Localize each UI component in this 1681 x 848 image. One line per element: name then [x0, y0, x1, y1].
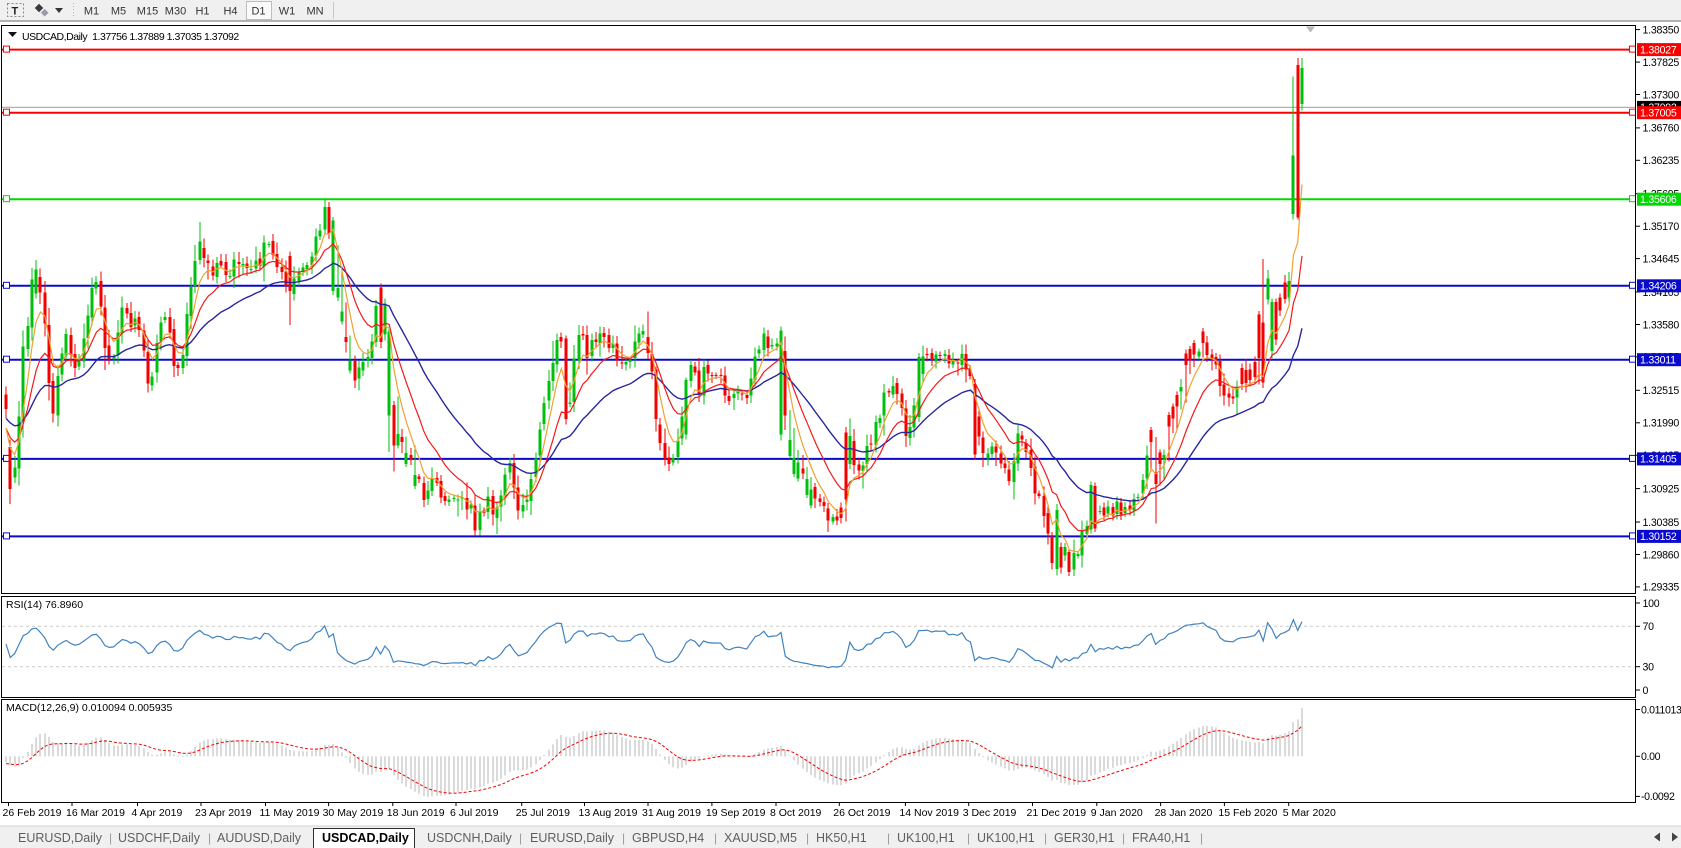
svg-text:GER30,H1: GER30,H1	[1054, 831, 1114, 845]
svg-text:1.29860: 1.29860	[1643, 549, 1680, 561]
svg-text:FRA40,H1: FRA40,H1	[1132, 831, 1190, 845]
svg-text:3 Dec 2019: 3 Dec 2019	[963, 807, 1017, 819]
svg-text:31 Aug 2019: 31 Aug 2019	[642, 807, 701, 819]
svg-text:0: 0	[1643, 685, 1649, 697]
svg-text:1.37300: 1.37300	[1643, 89, 1680, 101]
svg-text:30: 30	[1643, 662, 1655, 674]
svg-text:H1: H1	[195, 6, 209, 18]
svg-text:21 Dec 2019: 21 Dec 2019	[1027, 807, 1087, 819]
svg-text:USDCAD,Daily: USDCAD,Daily	[322, 831, 409, 845]
svg-text:1.34206: 1.34206	[1640, 281, 1677, 293]
svg-text:M5: M5	[111, 6, 126, 18]
svg-text:1.30925: 1.30925	[1643, 483, 1680, 495]
svg-text:1.30385: 1.30385	[1643, 517, 1680, 529]
svg-text:28 Jan 2020: 28 Jan 2020	[1155, 807, 1213, 819]
svg-text:M1: M1	[84, 6, 99, 18]
svg-text:RSI(14) 76.8960: RSI(14) 76.8960	[6, 599, 83, 611]
svg-text:26 Oct 2019: 26 Oct 2019	[833, 807, 890, 819]
svg-text:|: |	[519, 831, 522, 845]
svg-text:D1: D1	[251, 6, 265, 18]
svg-text:USDCNH,Daily: USDCNH,Daily	[427, 831, 512, 845]
svg-text:AUDUSD,Daily: AUDUSD,Daily	[217, 831, 302, 845]
svg-text:1.36235: 1.36235	[1643, 155, 1680, 167]
svg-text:1.31405: 1.31405	[1640, 454, 1677, 466]
svg-text:M30: M30	[165, 6, 186, 18]
svg-text:4 Apr 2019: 4 Apr 2019	[132, 807, 183, 819]
svg-text:H4: H4	[223, 6, 237, 18]
svg-text:T: T	[12, 6, 19, 18]
svg-text:26 Feb 2019: 26 Feb 2019	[3, 807, 62, 819]
svg-text:|: |	[806, 831, 809, 845]
svg-text:1.36760: 1.36760	[1643, 123, 1680, 135]
svg-text:UK100,H1: UK100,H1	[897, 831, 955, 845]
svg-text:25 Jul 2019: 25 Jul 2019	[516, 807, 570, 819]
svg-text:14 Nov 2019: 14 Nov 2019	[899, 807, 959, 819]
svg-text:|: |	[1122, 831, 1125, 845]
svg-text:MN: MN	[306, 6, 323, 18]
svg-text:6 Jul 2019: 6 Jul 2019	[450, 807, 499, 819]
svg-text:USDCHF,Daily: USDCHF,Daily	[118, 831, 201, 845]
svg-text:|: |	[967, 831, 970, 845]
svg-text:1.38027: 1.38027	[1640, 44, 1677, 56]
svg-text:USDCAD,Daily 1.37756 1.37889: USDCAD,Daily 1.37756 1.37889 1.37035 1.3…	[22, 31, 239, 43]
svg-text:1.31990: 1.31990	[1643, 418, 1680, 430]
svg-text:1.37005: 1.37005	[1640, 108, 1677, 120]
svg-text:8 Oct 2019: 8 Oct 2019	[770, 807, 822, 819]
svg-text:MACD(12,26,9) 0.010094 0.00593: MACD(12,26,9) 0.010094 0.005935	[6, 702, 173, 714]
svg-text:UK100,H1: UK100,H1	[977, 831, 1035, 845]
svg-text:|: |	[622, 831, 625, 845]
svg-text:16 Mar 2019: 16 Mar 2019	[66, 807, 125, 819]
svg-text:1.34645: 1.34645	[1643, 253, 1680, 265]
svg-text:-0.0092: -0.0092	[1641, 791, 1675, 803]
svg-text:23 Apr 2019: 23 Apr 2019	[195, 807, 252, 819]
svg-text:M15: M15	[137, 6, 158, 18]
svg-text:|: |	[1044, 831, 1047, 845]
svg-text:11 May 2019: 11 May 2019	[260, 807, 320, 819]
svg-text:1.38350: 1.38350	[1643, 24, 1680, 36]
svg-text:1.33580: 1.33580	[1643, 319, 1680, 331]
svg-text:XAUUSD,M5: XAUUSD,M5	[724, 831, 797, 845]
svg-text:13 Aug 2019: 13 Aug 2019	[579, 807, 638, 819]
svg-text:5 Mar 2020: 5 Mar 2020	[1283, 807, 1336, 819]
svg-text:GBPUSD,H4: GBPUSD,H4	[632, 831, 704, 845]
svg-text:18 Jun 2019: 18 Jun 2019	[387, 807, 445, 819]
svg-text:19 Sep 2019: 19 Sep 2019	[706, 807, 766, 819]
svg-text:EURUSD,Daily: EURUSD,Daily	[530, 831, 615, 845]
svg-text:|: |	[109, 831, 112, 845]
svg-text:1.32515: 1.32515	[1643, 385, 1680, 397]
svg-text:1.33011: 1.33011	[1640, 355, 1676, 367]
svg-text:1.37825: 1.37825	[1643, 57, 1680, 69]
svg-text:HK50,H1: HK50,H1	[816, 831, 867, 845]
svg-text:1.35606: 1.35606	[1640, 194, 1677, 206]
svg-text:EURUSD,Daily: EURUSD,Daily	[18, 831, 103, 845]
svg-text:100: 100	[1643, 598, 1660, 610]
svg-text:1.29335: 1.29335	[1643, 582, 1680, 594]
svg-text:|: |	[208, 831, 211, 845]
svg-text:W1: W1	[279, 6, 296, 18]
svg-text:0.00: 0.00	[1641, 751, 1661, 763]
svg-text:|: |	[887, 831, 890, 845]
svg-text:1.30152: 1.30152	[1640, 531, 1677, 543]
svg-text:70: 70	[1643, 621, 1655, 633]
svg-text:|: |	[714, 831, 717, 845]
svg-text:|: |	[1200, 831, 1203, 845]
svg-text:1.35170: 1.35170	[1643, 221, 1680, 233]
svg-text:15 Feb 2020: 15 Feb 2020	[1218, 807, 1277, 819]
svg-text:0.011013: 0.011013	[1641, 704, 1681, 716]
svg-text:30 May 2019: 30 May 2019	[323, 807, 384, 819]
svg-text:9 Jan 2020: 9 Jan 2020	[1091, 807, 1143, 819]
